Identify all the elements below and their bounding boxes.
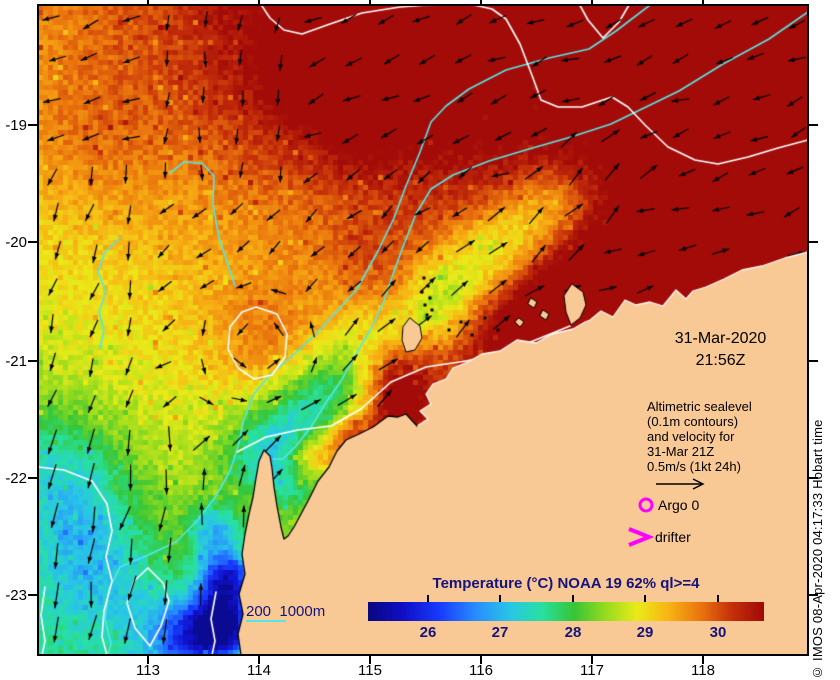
colorbar-tick (644, 595, 646, 602)
colorbar-tick-label: 26 (419, 624, 437, 641)
y-axis-label: -22 (5, 470, 27, 487)
y-axis-label: -23 (5, 587, 27, 604)
axis-tick (147, 0, 149, 5)
y-axis-label: -20 (5, 234, 27, 251)
colorbar-tick (572, 595, 574, 602)
velocity-note-line: 0.5m/s (1kt 24h) (647, 459, 741, 474)
colorbar-tick (499, 595, 501, 602)
axis-tick (258, 655, 260, 664)
x-axis-label: 113 (136, 662, 160, 679)
time-text: 21:56Z (695, 352, 746, 369)
axis-tick (702, 0, 704, 5)
date-text: 31-Mar-2020 (674, 330, 767, 347)
axis-tick (808, 477, 818, 479)
bathymetry-legend-label: 200 1000m (246, 603, 326, 620)
x-axis-label: 114 (247, 662, 271, 679)
drifter-label: drifter (655, 529, 691, 545)
sst-map-canvas (38, 5, 808, 655)
x-axis-label: 116 (469, 662, 493, 679)
velocity-note-line: 31-Mar 21Z (647, 444, 715, 459)
y-axis-label: -19 (5, 117, 27, 134)
axis-tick (808, 241, 818, 243)
colorbar (368, 602, 764, 621)
axis-tick (28, 124, 38, 126)
velocity-note: Altimetric sealevel (0.1m contours) and … (647, 399, 797, 474)
axis-tick (28, 477, 38, 479)
datetime-annotation: 31-Mar-2020 21:56Z (638, 328, 803, 372)
colorbar-title: Temperature (°C) NOAA 19 62% ql>=4 (432, 575, 700, 592)
colorbar-tick-label: 27 (491, 624, 509, 641)
axis-tick (28, 360, 38, 362)
velocity-note-line: and velocity for (647, 429, 735, 444)
axis-tick (808, 360, 818, 362)
axis-tick (591, 655, 593, 664)
colorbar-tick (427, 595, 429, 602)
axis-tick (480, 655, 482, 664)
axis-tick (480, 0, 482, 5)
y-axis-label: -21 (5, 353, 27, 370)
axis-tick (28, 241, 38, 243)
axis-tick (808, 124, 818, 126)
velocity-note-line: Altimetric sealevel (647, 399, 752, 414)
axis-tick (591, 0, 593, 5)
colorbar-tick-label: 29 (636, 624, 654, 641)
x-axis-label: 118 (691, 662, 715, 679)
x-axis-label: 115 (358, 662, 382, 679)
argo-label: Argo 0 (658, 497, 700, 513)
bathymetry-legend-line (246, 620, 286, 622)
x-axis-label: 117 (580, 662, 604, 679)
axis-tick (258, 0, 260, 5)
axis-tick (369, 655, 371, 664)
copyright-text: © IMOS 08-Apr-2020 04:17:33 Hobart time (810, 419, 825, 680)
axis-tick (147, 655, 149, 664)
axis-tick (808, 594, 818, 596)
axis-tick (369, 0, 371, 5)
velocity-note-line: (0.1m contours) (647, 414, 739, 429)
colorbar-tick (717, 595, 719, 602)
axis-tick (28, 594, 38, 596)
colorbar-tick-label: 30 (709, 624, 727, 641)
colorbar-tick-label: 28 (564, 624, 582, 641)
axis-tick (702, 655, 704, 664)
